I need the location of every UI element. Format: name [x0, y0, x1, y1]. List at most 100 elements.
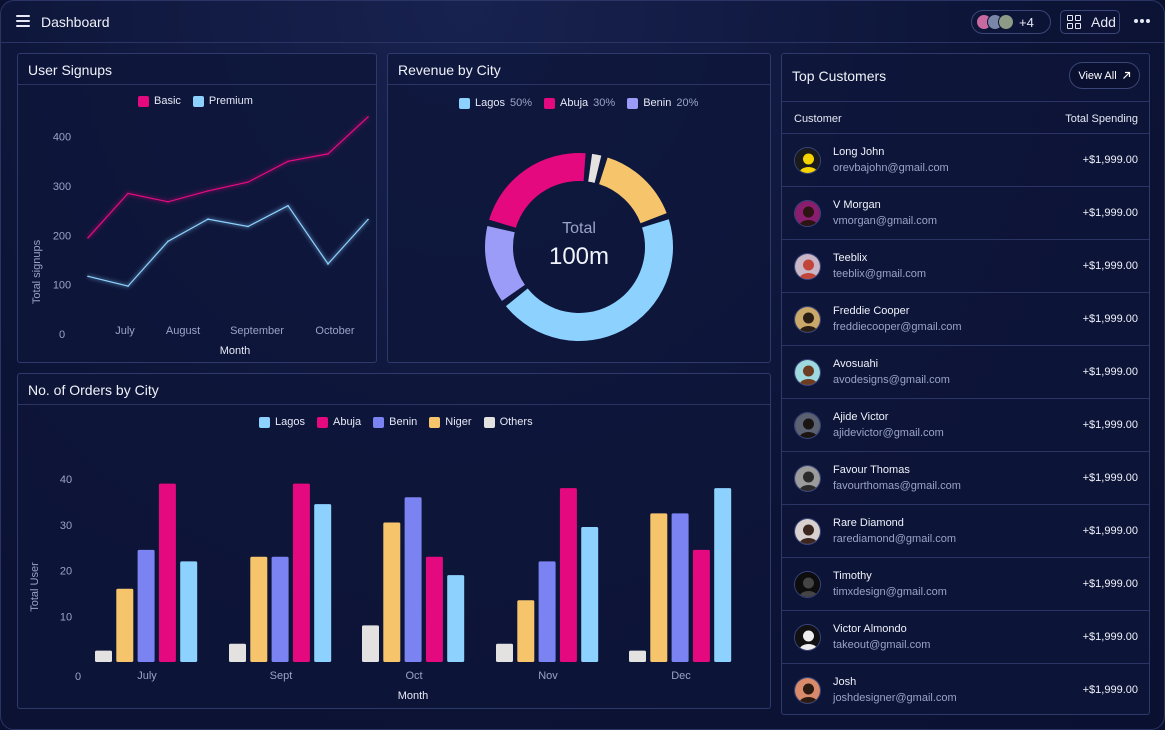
table-row[interactable]: Favour Thomas favourthomas@gmail.com +$1,9… — [782, 452, 1149, 505]
bar-others[interactable] — [362, 625, 379, 662]
legend-item-lagos[interactable]: Lagos — [259, 416, 305, 428]
x-tick-label: Sept — [270, 670, 293, 682]
add-button[interactable]: Add — [1060, 10, 1120, 34]
donut-segment-other[interactable] — [588, 153, 602, 183]
bar-abuja[interactable] — [425, 556, 443, 662]
customer-spending: +$1,999.00 — [1082, 578, 1138, 590]
more-options-icon[interactable] — [1134, 19, 1150, 25]
data-point-premium — [127, 285, 129, 287]
view-all-button[interactable]: View All — [1069, 62, 1140, 89]
legend-item-premium[interactable]: Premium — [192, 95, 253, 107]
data-point-basic — [327, 153, 329, 155]
customer-email: joshdesigner@gmail.com — [833, 692, 957, 704]
donut-segment-lagos[interactable] — [505, 219, 673, 341]
customer-email: ajidevictor@gmail.com — [833, 427, 944, 439]
customer-name: Timothy — [833, 570, 872, 582]
column-header-customer: Customer — [794, 113, 842, 125]
bar-niger[interactable] — [116, 588, 134, 662]
customer-spending: +$1,999.00 — [1082, 419, 1138, 431]
donut-segment-abuja[interactable] — [489, 153, 586, 228]
hamburger-menu-icon[interactable] — [16, 15, 30, 27]
table-row[interactable]: Ajide Victor ajidevictor@gmail.com +$1,999… — [782, 399, 1149, 452]
bar-niger[interactable] — [383, 522, 401, 662]
customer-spending: +$1,999.00 — [1082, 260, 1138, 272]
bar-benin[interactable] — [271, 556, 289, 662]
donut-center-label: Total — [562, 220, 596, 237]
y-tick-label: 300 — [53, 181, 71, 193]
legend-item-lagos[interactable]: Lagos 50% — [459, 97, 532, 109]
customer-spending: +$1,999.00 — [1082, 313, 1138, 325]
panel-title: Revenue by City — [398, 62, 501, 78]
customer-name: Long John — [833, 146, 885, 158]
data-point-basic — [167, 200, 169, 203]
legend-item-basic[interactable]: Basic — [138, 95, 181, 107]
donut-segment-benin[interactable] — [485, 225, 525, 301]
table-row[interactable]: V Morgan vmorgan@gmail.com +$1,999.00 — [782, 187, 1149, 240]
data-point-premium — [87, 275, 89, 278]
customer-name: Victor Almondo — [833, 623, 907, 635]
legend-item-abuja[interactable]: Abuja — [316, 416, 361, 428]
legend-item-others[interactable]: Others — [483, 416, 533, 428]
bar-lagos[interactable] — [447, 575, 465, 662]
bar-benin[interactable] — [137, 549, 155, 662]
y-tick-label: 40 — [60, 474, 72, 486]
customer-spending: +$1,999.00 — [1082, 472, 1138, 484]
avatar — [794, 359, 821, 386]
table-row[interactable]: Josh joshdesigner@gmail.com +$1,999.00 — [782, 664, 1149, 717]
bar-others[interactable] — [629, 650, 646, 662]
bar-benin[interactable] — [404, 497, 422, 662]
bar-abuja[interactable] — [559, 488, 577, 662]
table-row[interactable]: Timothy timxdesign@gmail.com +$1,999.00 — [782, 558, 1149, 611]
legend-item-benin[interactable]: Benin 20% — [627, 97, 698, 109]
data-point-premium — [287, 204, 289, 207]
orders-by-city-panel: No. of Orders by City Lagos Abuja Benin … — [17, 373, 771, 709]
table-row[interactable]: Rare Diamond rarediamond@gmail.com +$1,999… — [782, 505, 1149, 558]
bar-niger[interactable] — [517, 600, 535, 662]
donut-center-value: 100m — [549, 243, 609, 270]
data-point-basic — [207, 190, 209, 192]
table-row[interactable]: Teeblix teeblix@gmail.com +$1,999.00 — [782, 240, 1149, 293]
bar-benin[interactable] — [538, 561, 556, 662]
collaborator-avatars[interactable]: +4 — [971, 10, 1051, 34]
customer-email: orevbajohn@gmail.com — [833, 162, 949, 174]
customer-email: vmorgan@gmail.com — [833, 215, 938, 227]
revenue-legend: Lagos 50% Abuja 30% Benin 20% — [459, 97, 698, 109]
table-row[interactable]: Long John orevbajohn@gmail.com +$1,999.00 — [782, 134, 1149, 187]
avatar — [794, 412, 821, 439]
bar-others[interactable] — [95, 650, 112, 662]
bar-lagos[interactable] — [314, 504, 332, 662]
legend-item-benin[interactable]: Benin — [373, 416, 417, 428]
bar-others[interactable] — [496, 643, 513, 662]
customer-spending: +$1,999.00 — [1082, 684, 1138, 696]
series-line-basic — [87, 116, 369, 239]
customer-email: timxdesign@gmail.com — [833, 586, 947, 598]
signups-legend: Basic Premium — [138, 95, 253, 107]
customer-spending: +$1,999.00 — [1082, 366, 1138, 378]
widgets-icon — [1067, 15, 1081, 29]
table-row[interactable]: Avosuahi avodesigns@gmail.com +$1,999.00 — [782, 346, 1149, 399]
bar-abuja[interactable] — [158, 483, 176, 662]
bar-lagos[interactable] — [180, 561, 198, 662]
legend-item-niger[interactable]: Niger — [429, 416, 472, 428]
bar-lagos[interactable] — [581, 527, 599, 662]
data-point-premium — [167, 240, 169, 243]
bar-niger[interactable] — [250, 556, 268, 662]
table-row[interactable]: Victor Almondo takeout@gmail.com +$1,999.0… — [782, 611, 1149, 664]
bar-benin[interactable] — [671, 513, 689, 662]
bar-abuja[interactable] — [692, 549, 710, 662]
donut-segment-extra[interactable] — [599, 157, 667, 224]
y-axis-label: Total User — [29, 562, 41, 612]
customer-email: favourthomas@gmail.com — [833, 480, 961, 492]
bar-abuja[interactable] — [292, 483, 310, 662]
customer-spending: +$1,999.00 — [1082, 207, 1138, 219]
bar-lagos[interactable] — [714, 488, 732, 662]
table-row[interactable]: Freddie Cooper freddiecooper@gmail.com +$1… — [782, 293, 1149, 346]
x-axis-label: Month — [398, 690, 429, 702]
panel-title: User Signups — [28, 62, 113, 78]
customer-email: rarediamond@gmail.com — [833, 533, 957, 545]
orders-legend: Lagos Abuja Benin Niger Others — [259, 416, 533, 428]
bar-niger[interactable] — [650, 513, 668, 662]
bar-others[interactable] — [229, 643, 246, 662]
legend-item-abuja[interactable]: Abuja 30% — [544, 97, 615, 109]
data-point-premium — [207, 218, 209, 220]
